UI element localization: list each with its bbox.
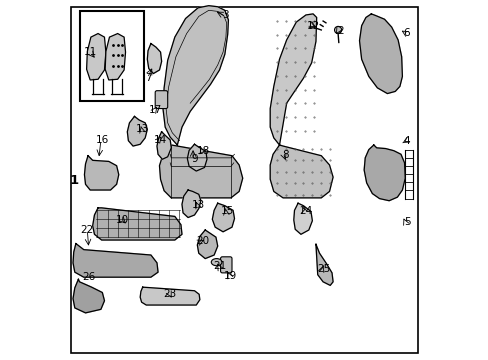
Polygon shape [270, 145, 332, 198]
Text: 8: 8 [282, 150, 288, 160]
Text: 16: 16 [96, 135, 109, 145]
FancyBboxPatch shape [155, 91, 167, 109]
Polygon shape [315, 244, 332, 285]
Polygon shape [147, 44, 162, 73]
Text: 1: 1 [69, 174, 78, 186]
Circle shape [334, 26, 341, 33]
Text: 22: 22 [81, 225, 94, 235]
Text: 9: 9 [191, 154, 198, 164]
Text: 13: 13 [192, 200, 205, 210]
Text: 19: 19 [224, 271, 237, 281]
Text: 13: 13 [136, 124, 149, 134]
Polygon shape [86, 33, 106, 80]
Polygon shape [187, 144, 206, 171]
Text: 24: 24 [299, 206, 312, 216]
Text: 11: 11 [84, 47, 97, 57]
Text: 15: 15 [220, 206, 233, 216]
Text: 25: 25 [317, 264, 330, 274]
Polygon shape [73, 279, 104, 313]
Polygon shape [93, 208, 182, 240]
Polygon shape [84, 156, 119, 190]
Text: 10: 10 [116, 215, 129, 225]
Text: 7: 7 [145, 73, 152, 83]
Polygon shape [359, 14, 402, 94]
Text: 17: 17 [149, 105, 162, 115]
Text: 4: 4 [403, 136, 409, 147]
Polygon shape [157, 132, 171, 159]
Text: 26: 26 [82, 272, 96, 282]
Text: 21: 21 [213, 261, 226, 271]
Text: 18: 18 [196, 147, 210, 157]
Text: 20: 20 [195, 237, 208, 247]
Text: 2: 2 [336, 26, 343, 36]
Polygon shape [127, 116, 147, 146]
Polygon shape [105, 33, 125, 80]
Polygon shape [270, 14, 316, 145]
Polygon shape [182, 190, 201, 217]
Polygon shape [197, 230, 217, 258]
Polygon shape [293, 203, 312, 234]
Polygon shape [163, 6, 228, 145]
Ellipse shape [211, 258, 222, 266]
Text: 12: 12 [306, 21, 320, 31]
Bar [80, 12, 143, 102]
FancyBboxPatch shape [220, 257, 231, 273]
Polygon shape [73, 244, 158, 277]
Polygon shape [212, 203, 234, 232]
Polygon shape [159, 145, 242, 198]
Text: 23: 23 [163, 289, 177, 298]
Text: 3: 3 [222, 10, 229, 20]
Text: 5: 5 [403, 217, 409, 227]
Polygon shape [140, 287, 200, 305]
Polygon shape [364, 145, 405, 201]
Text: 14: 14 [154, 135, 167, 145]
Text: 6: 6 [403, 28, 409, 38]
